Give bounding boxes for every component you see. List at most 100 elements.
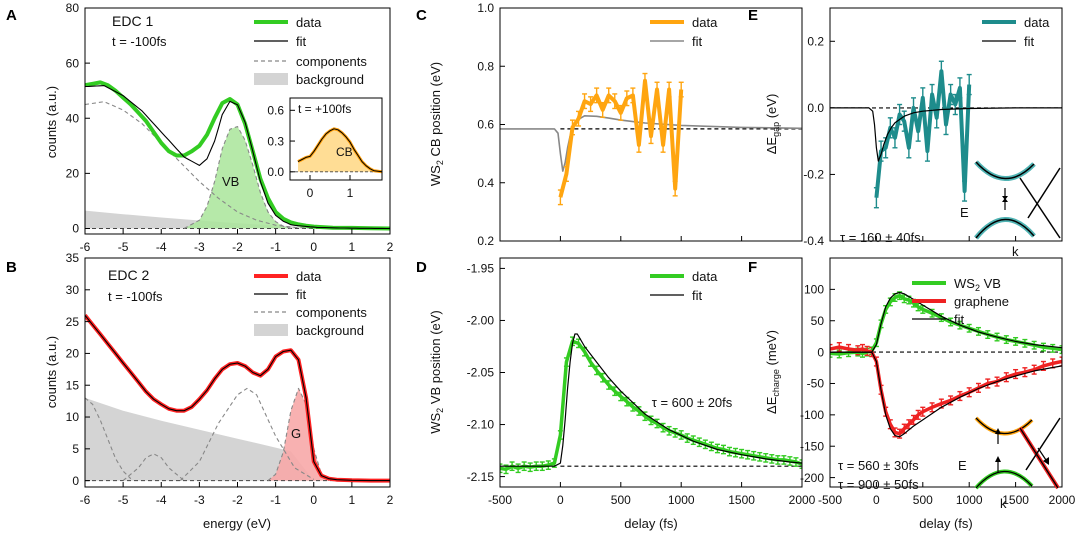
y-tick-label: 0: [72, 222, 79, 236]
y-tick-label: 80: [66, 1, 80, 15]
legend-label-fit: fit: [692, 34, 703, 49]
x-tick-label: -500: [818, 493, 842, 507]
panel-b-ylabel: counts (a.u.): [44, 336, 59, 408]
y-tick-label: 100: [804, 283, 824, 297]
x-tick-label: 1500: [1002, 493, 1029, 507]
x-tick-label: -1: [270, 240, 281, 254]
panel-a-inset: 0 1 0.0 0.3 0.6 t = +100fs CB: [267, 97, 383, 200]
y-tick-label: -2.00: [467, 314, 495, 328]
x-tick-label: 0: [310, 240, 317, 254]
component-line: [85, 397, 132, 480]
legend-swatch-background: [254, 324, 288, 336]
axes-frame: [829, 7, 1063, 242]
x-tick-label: -2: [232, 240, 243, 254]
x-tick-label: 0: [307, 186, 314, 200]
y-tick-label: 20: [66, 347, 80, 361]
panel-a-legend: data fit components background: [254, 15, 367, 87]
panel-label-d: D: [416, 259, 427, 276]
x-tick-label: 0: [873, 493, 880, 507]
panel-f-plot: [830, 291, 1062, 439]
panel-e: E -0.4 -0.2 0.0 0.2 ΔEgap (eV) τ = 160 ± 40…: [748, 7, 1063, 259]
legend-label-fit: fit: [296, 287, 307, 302]
legend-label-fit: fit: [954, 312, 965, 327]
panel-b-legend: data fit components background: [254, 269, 367, 338]
panel-a-title: EDC 1: [112, 13, 153, 29]
panel-b-title: EDC 2: [108, 267, 149, 283]
panel-label-c: C: [416, 7, 427, 24]
component-line: [179, 387, 315, 481]
panel-label-e: E: [748, 7, 758, 24]
y-tick-label: -2.05: [467, 366, 495, 380]
y-tick-label: -2.15: [467, 470, 495, 484]
energy-axis-label: E: [958, 458, 967, 473]
panel-b-plot: [85, 314, 390, 483]
x-tick-label: -2: [232, 493, 243, 507]
y-tick-label: 0.6: [477, 118, 494, 132]
x-tick-label: -6: [80, 240, 91, 254]
panel-d-xlabel: delay (fs): [624, 516, 677, 531]
panel-e-legend: data fit: [982, 15, 1050, 49]
fit-line: [500, 333, 802, 467]
x-tick-label: -5: [118, 240, 129, 254]
y-tick-label: -0.2: [803, 168, 824, 182]
panel-a-subtitle: t = -100fs: [112, 34, 167, 49]
vb-component-line: [183, 125, 292, 230]
y-tick-label: 10: [66, 410, 80, 424]
y-tick-label: -1.95: [467, 262, 495, 276]
y-tick-label: 1.0: [477, 1, 494, 15]
legend-label-fit: fit: [296, 34, 307, 49]
fit-line: [85, 314, 390, 482]
y-tick-label: 0: [817, 345, 824, 359]
y-tick-label: 5: [72, 442, 79, 456]
y-tick-label: -100: [800, 408, 824, 422]
data-series-line: [500, 339, 802, 472]
x-tick-label: -3: [194, 493, 205, 507]
legend-label-fit: fit: [1024, 34, 1035, 49]
panel-a-plot: [85, 80, 390, 231]
panel-f-xlabel: delay (fs): [919, 516, 972, 531]
panel-e-tau: τ = 160 ± 40fs: [840, 230, 921, 245]
x-tick-label: 0: [557, 493, 564, 507]
panel-e-axes: -0.4 -0.2 0.0 0.2: [803, 7, 1063, 248]
y-tick-label: 40: [66, 111, 80, 125]
panel-f-tau-ws2: τ = 560 ± 30fs: [838, 458, 919, 473]
x-tick-label: 2000: [1049, 493, 1076, 507]
data-point: [500, 463, 503, 474]
x-tick-label: 1000: [956, 493, 983, 507]
legend-label-components: components: [296, 54, 367, 69]
x-tick-label: 500: [913, 493, 933, 507]
legend-label-data: data: [1024, 15, 1050, 30]
graphene-fit-line: [830, 351, 1062, 438]
energy-axis-label: E: [960, 205, 969, 220]
fit-line: [85, 85, 390, 230]
y-tick-label: 15: [66, 378, 80, 392]
axes-frame: [289, 97, 383, 181]
band-diagram-f: E k: [958, 416, 1061, 511]
panel-e-plot: [830, 60, 1062, 209]
fit-line: [830, 107, 1062, 162]
y-tick-label: 0.0: [267, 165, 284, 179]
panel-f-axes: -500 0 500 1000 1500 2000-200-150-100-5005010…: [800, 257, 1076, 507]
y-tick-label: -50: [807, 377, 825, 391]
panel-b-subtitle: t = -100fs: [108, 289, 163, 304]
panel-d-legend: data fit: [650, 269, 718, 303]
legend-label-data: data: [296, 15, 322, 30]
inset-cb-label: CB: [336, 145, 353, 159]
legend-label-data: data: [692, 15, 718, 30]
legend-label-background: background: [296, 72, 364, 87]
axes-frame: [499, 257, 803, 488]
panel-c-ylabel: WS2 CB position (eV): [428, 62, 445, 186]
y-tick-label: 60: [66, 56, 80, 70]
panel-b-g-label: G: [291, 426, 301, 441]
y-tick-label: 0.2: [477, 234, 494, 248]
x-tick-label: -5: [118, 493, 129, 507]
x-tick-label: 2: [387, 493, 394, 507]
panel-d-tau: τ = 600 ± 20fs: [652, 395, 733, 410]
panel-c-axes: 0.2 0.4 0.6 0.8 1.0: [477, 1, 803, 248]
y-tick-label: 30: [66, 283, 80, 297]
panel-f: F -500 0 500 1000 1500 2000-200-150-100-50050…: [748, 257, 1076, 531]
